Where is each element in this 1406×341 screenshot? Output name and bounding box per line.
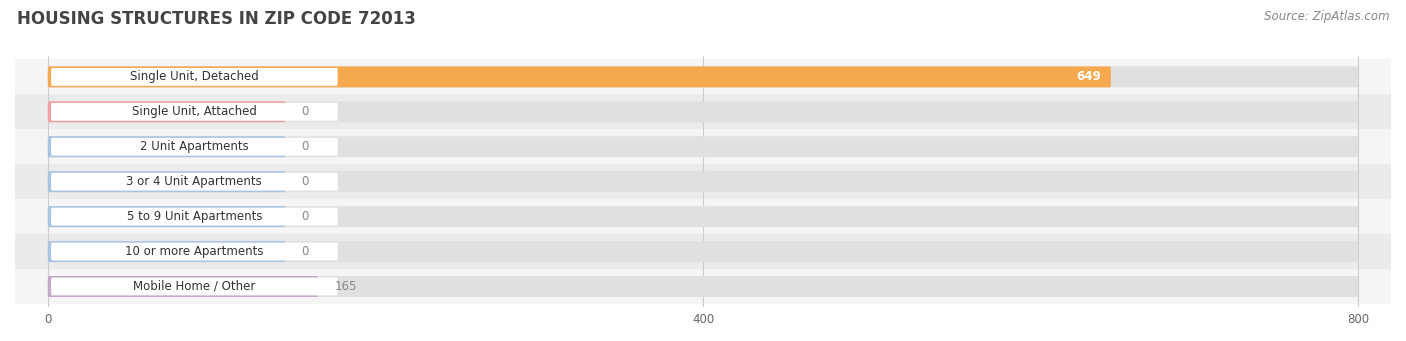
Text: 2 Unit Apartments: 2 Unit Apartments (141, 140, 249, 153)
FancyBboxPatch shape (48, 276, 1358, 297)
Text: 0: 0 (302, 245, 309, 258)
Text: 0: 0 (302, 140, 309, 153)
Text: 0: 0 (302, 210, 309, 223)
Text: 0: 0 (302, 105, 309, 118)
FancyBboxPatch shape (48, 241, 285, 262)
Text: 3 or 4 Unit Apartments: 3 or 4 Unit Apartments (127, 175, 263, 188)
Bar (15, 199, 1391, 234)
FancyBboxPatch shape (51, 243, 337, 261)
Bar (15, 164, 1391, 199)
FancyBboxPatch shape (51, 103, 337, 121)
Bar (15, 59, 1391, 94)
FancyBboxPatch shape (51, 208, 337, 225)
Text: HOUSING STRUCTURES IN ZIP CODE 72013: HOUSING STRUCTURES IN ZIP CODE 72013 (17, 10, 416, 28)
FancyBboxPatch shape (48, 136, 1358, 157)
Text: 10 or more Apartments: 10 or more Apartments (125, 245, 263, 258)
FancyBboxPatch shape (48, 206, 285, 227)
Text: Single Unit, Attached: Single Unit, Attached (132, 105, 257, 118)
FancyBboxPatch shape (48, 171, 1358, 192)
FancyBboxPatch shape (48, 101, 285, 122)
FancyBboxPatch shape (48, 136, 285, 157)
Text: Mobile Home / Other: Mobile Home / Other (134, 280, 256, 293)
Text: Single Unit, Detached: Single Unit, Detached (129, 70, 259, 84)
FancyBboxPatch shape (48, 171, 285, 192)
Bar (15, 234, 1391, 269)
Bar (15, 129, 1391, 164)
FancyBboxPatch shape (48, 66, 1111, 87)
Text: 165: 165 (335, 280, 357, 293)
Text: 0: 0 (302, 175, 309, 188)
FancyBboxPatch shape (51, 278, 337, 295)
Text: 5 to 9 Unit Apartments: 5 to 9 Unit Apartments (127, 210, 262, 223)
FancyBboxPatch shape (51, 68, 337, 86)
Bar (15, 269, 1391, 304)
FancyBboxPatch shape (48, 101, 1358, 122)
FancyBboxPatch shape (48, 206, 1358, 227)
Text: 649: 649 (1077, 70, 1101, 84)
Text: Source: ZipAtlas.com: Source: ZipAtlas.com (1264, 10, 1389, 23)
Bar (15, 94, 1391, 129)
FancyBboxPatch shape (48, 66, 1358, 87)
FancyBboxPatch shape (51, 138, 337, 155)
FancyBboxPatch shape (48, 241, 1358, 262)
FancyBboxPatch shape (48, 276, 318, 297)
FancyBboxPatch shape (51, 173, 337, 191)
